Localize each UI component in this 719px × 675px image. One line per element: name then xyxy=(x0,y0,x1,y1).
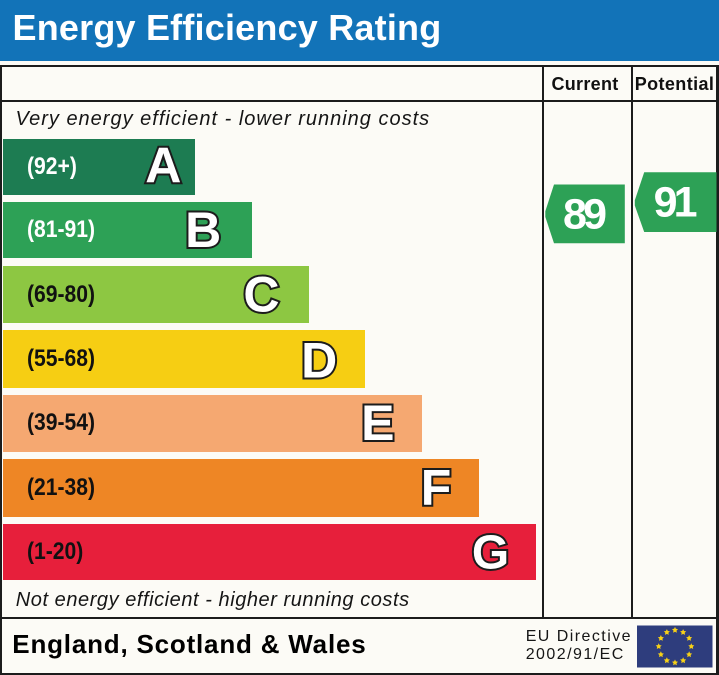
svg-text:G: G xyxy=(472,527,509,580)
svg-text:A: A xyxy=(145,138,181,194)
svg-text:D: D xyxy=(301,333,337,389)
svg-text:91: 91 xyxy=(654,178,698,226)
svg-text:89: 89 xyxy=(563,191,607,239)
svg-text:B: B xyxy=(185,202,221,258)
svg-text:E: E xyxy=(361,395,394,451)
svg-text:C: C xyxy=(243,267,279,323)
svg-text:F: F xyxy=(421,460,452,516)
